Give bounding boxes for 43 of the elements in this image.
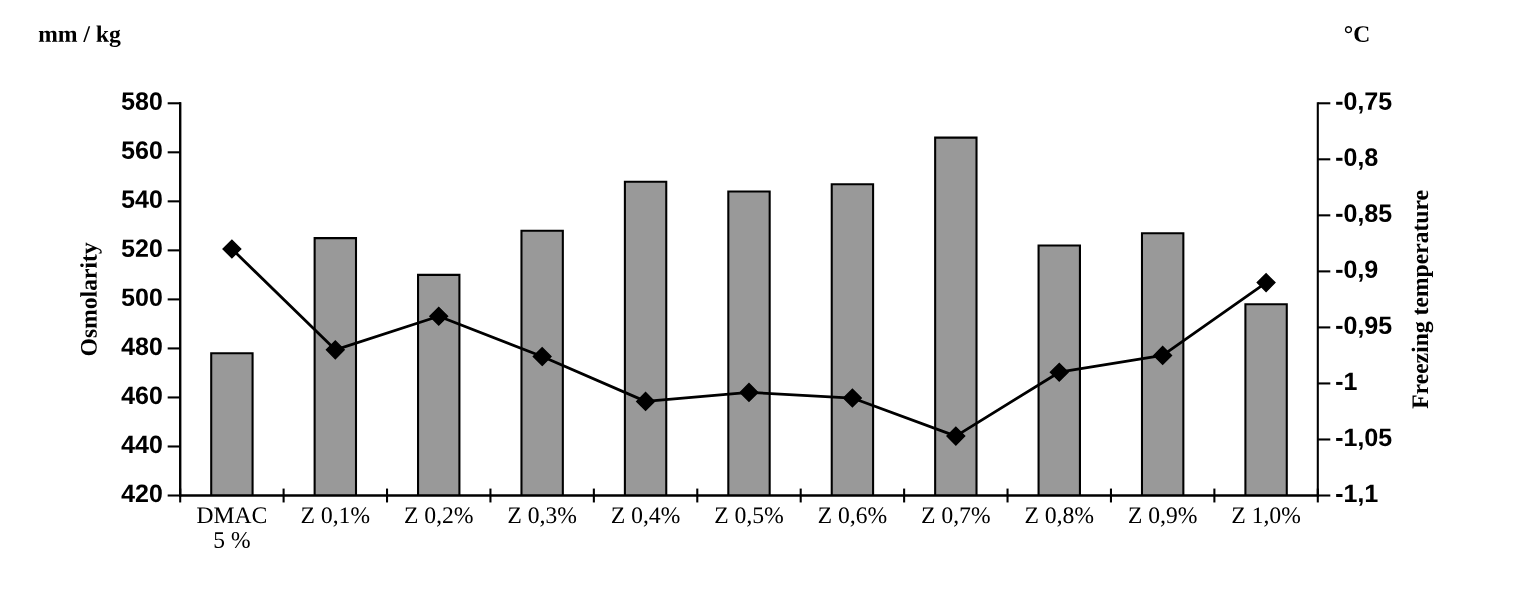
- y-tick-label: 440: [121, 435, 162, 454]
- y2-tick-label: -0,8: [1336, 148, 1378, 170]
- y2-tick-label: -0,95: [1336, 316, 1392, 338]
- y-axis-title: Osmolarity: [80, 242, 102, 356]
- y-tick-label: 520: [121, 239, 162, 258]
- y-tick-label: 480: [121, 337, 162, 356]
- point: [532, 347, 552, 367]
- x-tick-label: Z 0,7%: [922, 507, 990, 527]
- x-tick-label: Z 0,9%: [1129, 507, 1197, 527]
- y2-axis-title: Freezing temperature: [1411, 190, 1434, 409]
- x-tick-label: Z 0,3%: [508, 507, 577, 527]
- point: [325, 340, 345, 360]
- y2-tick-label: -0,9: [1336, 260, 1378, 282]
- x-tick-label: Z 0,6%: [818, 507, 887, 527]
- x-tick-label: Z 0,4%: [611, 507, 680, 527]
- y-tick-label: 580: [121, 92, 162, 110]
- y2-tick-label: -1,05: [1336, 428, 1392, 450]
- point: [739, 382, 759, 402]
- y-tick-label: 560: [121, 141, 162, 160]
- x-tick-label: DMAC 5 %: [197, 507, 267, 548]
- point: [1049, 362, 1069, 382]
- x-tick-label: Z 0,1%: [301, 507, 370, 527]
- y2-tick-label: -1: [1336, 372, 1357, 390]
- point: [1256, 273, 1276, 293]
- point: [946, 426, 966, 446]
- text: mm / kg: [38, 25, 121, 47]
- y-tick-label: 540: [121, 190, 162, 209]
- x-tick-label: Z 0,5%: [715, 507, 783, 527]
- y2-tick-label: -1,1: [1336, 484, 1378, 506]
- y-tick-label: 460: [121, 386, 162, 405]
- x-tick-label: Z 1,0%: [1232, 507, 1301, 527]
- y-tick-label: 500: [121, 288, 162, 307]
- point: [429, 306, 449, 326]
- x-tick-label: Z 0,8%: [1025, 507, 1094, 527]
- y-tick-label: 420: [121, 484, 162, 503]
- point: [222, 239, 242, 259]
- x-tick-label: Z 0,2%: [405, 507, 473, 527]
- point: [1153, 345, 1173, 365]
- y2-tick-label: -0,85: [1336, 204, 1392, 226]
- y2-tick-label: -0,75: [1336, 92, 1392, 114]
- point: [636, 391, 656, 411]
- point: [842, 388, 862, 408]
- text: °C: [1344, 26, 1369, 43]
